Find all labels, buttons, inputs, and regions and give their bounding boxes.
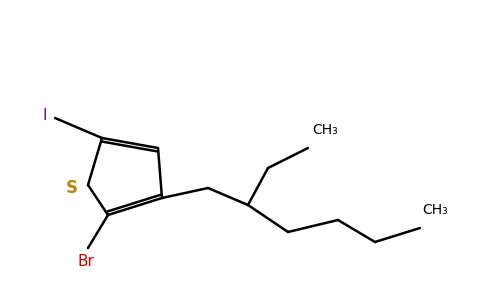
Text: S: S <box>66 179 78 197</box>
Text: CH₃: CH₃ <box>312 123 338 137</box>
Text: Br: Br <box>77 254 94 269</box>
Text: CH₃: CH₃ <box>422 203 448 217</box>
Text: I: I <box>43 109 47 124</box>
